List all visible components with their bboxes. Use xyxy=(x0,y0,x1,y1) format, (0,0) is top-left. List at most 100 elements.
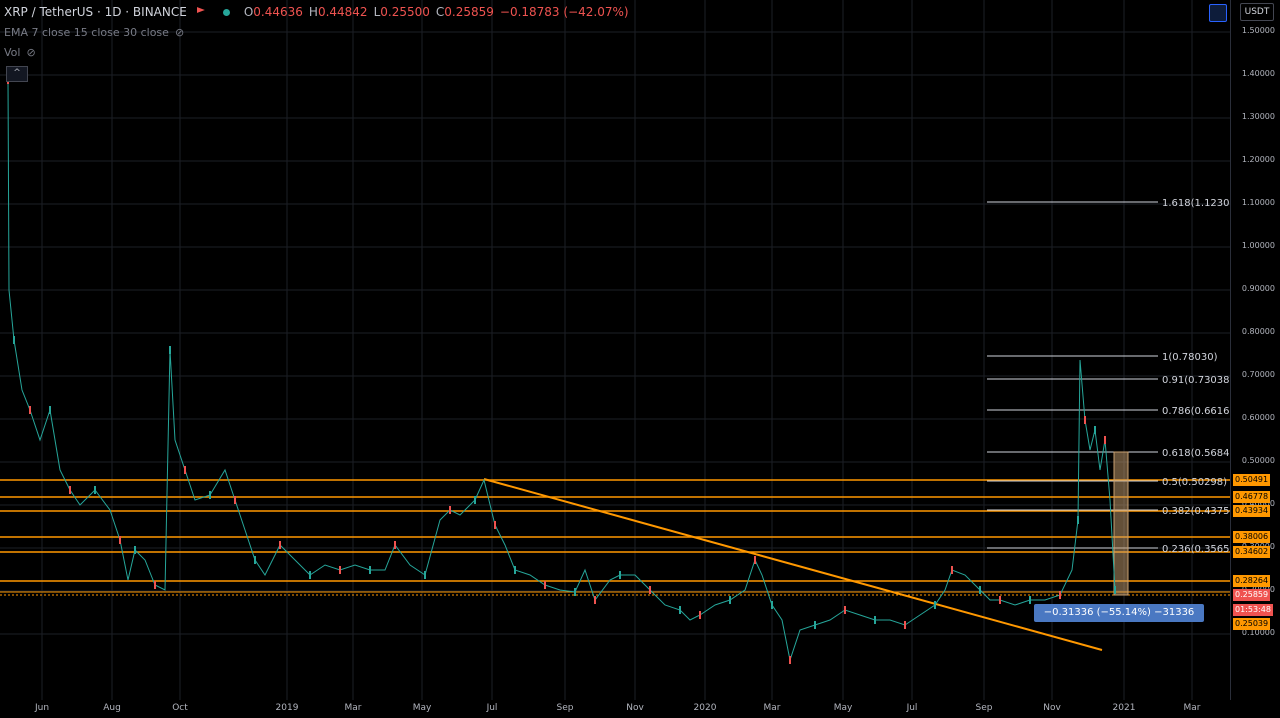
candle xyxy=(184,466,186,474)
time-tick: Aug xyxy=(103,703,121,713)
time-tick: Jun xyxy=(34,703,50,713)
price-tick: 0.60000 xyxy=(1241,413,1275,422)
time-tick: Mar xyxy=(763,703,781,713)
close-value: 0.25859 xyxy=(444,5,494,19)
price-tag: 0.38006 xyxy=(1233,531,1271,543)
low-value: 0.25500 xyxy=(380,5,430,19)
candle xyxy=(874,616,876,624)
flag-icon[interactable] xyxy=(196,7,205,13)
candle xyxy=(729,596,731,604)
candle xyxy=(394,541,396,549)
chart-canvas[interactable]: 1.618(1.12307) 1(0.78030) 0.91(0.73038) 0.7… xyxy=(0,0,1240,700)
candle xyxy=(979,586,981,594)
price-tick: 1.20000 xyxy=(1241,155,1275,164)
price-tick: 1.00000 xyxy=(1241,241,1275,250)
fib-level-label: 1(0.78030) xyxy=(1162,352,1218,363)
candle xyxy=(369,566,371,574)
price-tick: 0.80000 xyxy=(1241,327,1275,336)
candle xyxy=(279,541,281,549)
candle xyxy=(154,581,156,589)
time-tick: Sep xyxy=(975,703,993,713)
candle xyxy=(771,601,773,609)
candle xyxy=(1084,416,1086,424)
chart-legend: XRP / TetherUS · 1D · BINANCE O 0.44636 H… xyxy=(4,2,629,62)
candle xyxy=(649,586,651,594)
candle xyxy=(209,491,211,499)
time-tick: 2020 xyxy=(693,703,717,713)
fib-level-label: 1.618(1.12307) xyxy=(1162,198,1230,209)
change-value: −0.18783 (−42.07%) xyxy=(499,5,629,19)
time-tick: May xyxy=(412,703,432,713)
candle xyxy=(999,596,1001,604)
time-tick: Nov xyxy=(626,703,644,713)
candle xyxy=(134,546,136,554)
candle xyxy=(424,571,426,579)
candle xyxy=(679,606,681,614)
candle xyxy=(574,588,576,596)
candle xyxy=(494,521,496,529)
price-tag: 0.46778 xyxy=(1233,491,1271,503)
candle xyxy=(594,596,596,604)
candle xyxy=(234,496,236,504)
close-label: C xyxy=(435,5,445,19)
currency-button[interactable]: USDT xyxy=(1240,3,1274,21)
candle xyxy=(514,566,516,574)
candle xyxy=(339,566,341,574)
price-tag: 0.28264 xyxy=(1233,575,1271,587)
layout-icon[interactable] xyxy=(1209,4,1227,22)
ema-indicator-label[interactable]: EMA 7 close 15 close 30 close xyxy=(4,25,169,39)
time-tick: Mar xyxy=(1183,703,1201,713)
candle xyxy=(119,536,121,544)
time-axis[interactable]: Jun Aug Oct 2019 Mar May Jul Sep Nov 2020 Mar May Ju… xyxy=(0,700,1230,718)
price-tag: 0.50491 xyxy=(1233,474,1271,486)
candle xyxy=(1094,426,1096,434)
price-tick: 0.70000 xyxy=(1241,370,1275,379)
volume-indicator-label[interactable]: Vol xyxy=(4,45,21,59)
price-tick: 0.90000 xyxy=(1241,284,1275,293)
high-label: H xyxy=(308,5,318,19)
candle xyxy=(254,556,256,564)
collapse-legend-button[interactable]: ^ xyxy=(6,66,28,82)
price-tick: 0.50000 xyxy=(1241,456,1275,465)
fib-level-label: 0.5(0.50298) xyxy=(1162,477,1227,488)
price-tag: 0.25859 xyxy=(1233,589,1271,601)
symbol-title[interactable]: XRP / TetherUS · 1D · BINANCE xyxy=(4,5,187,19)
time-tick: 2019 xyxy=(275,703,299,713)
candle xyxy=(951,566,953,574)
candle xyxy=(1114,586,1116,594)
chart-pane[interactable]: 1.618(1.12307) 1(0.78030) 0.91(0.73038) 0.7… xyxy=(0,0,1240,700)
candle xyxy=(1077,516,1079,524)
time-tick: Jul xyxy=(486,703,498,713)
candle xyxy=(1029,596,1031,604)
fib-level-label: 0.618(0.56842) xyxy=(1162,448,1230,459)
fib-level-label: 0.236(0.35655) xyxy=(1162,544,1230,555)
candle xyxy=(169,346,171,354)
candle xyxy=(814,621,816,629)
price-tick: 1.40000 xyxy=(1241,69,1275,78)
price-tick: 0.40000 xyxy=(1241,499,1275,508)
price-tag: 0.43934 xyxy=(1233,505,1271,517)
high-value: 0.44842 xyxy=(317,5,368,19)
candle xyxy=(544,581,546,589)
hidden-eye-icon[interactable]: ⊘ xyxy=(26,45,36,59)
candle xyxy=(49,406,51,414)
candle xyxy=(13,336,15,344)
open-label: O xyxy=(243,5,254,19)
fib-level-label: 0.91(0.73038) xyxy=(1162,375,1230,386)
trend-line xyxy=(483,478,1103,651)
time-tick: Nov xyxy=(1043,703,1061,713)
candle xyxy=(94,486,96,494)
candle xyxy=(789,656,791,664)
time-tick: Sep xyxy=(556,703,574,713)
measure-box xyxy=(1113,451,1129,596)
time-tick: May xyxy=(833,703,853,713)
time-tick: 2021 xyxy=(1112,703,1136,713)
time-tick: Oct xyxy=(172,703,188,713)
price-tick: 1.30000 xyxy=(1241,112,1275,121)
hidden-eye-icon[interactable]: ⊘ xyxy=(174,25,185,39)
candle xyxy=(699,611,701,619)
candle xyxy=(904,621,906,629)
price-series-line xyxy=(7,79,1116,662)
candle xyxy=(474,496,476,504)
candle xyxy=(619,571,621,579)
